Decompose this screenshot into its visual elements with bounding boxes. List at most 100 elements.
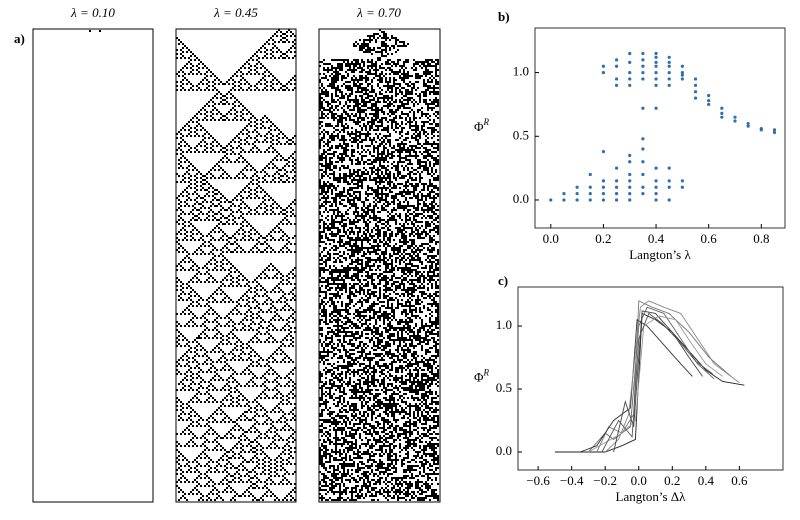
ca-cell [224,285,226,287]
ca-cell [182,311,184,313]
ca-cell [347,183,351,185]
ca-cell [389,73,391,75]
ca-cell [381,171,383,173]
ca-cell [228,485,230,487]
ca-cell [226,379,228,381]
ca-cell [186,199,188,201]
ca-cell [266,371,268,373]
ca-cell [212,117,214,119]
ca-cell [399,153,401,155]
ca-cell [391,277,393,279]
ca-cell [202,315,204,317]
ca-cell [248,405,250,407]
ca-cell [286,207,288,209]
ca-cell [240,297,242,299]
ca-cell [371,155,375,157]
ca-cell [343,83,345,85]
ca-cell [244,251,246,253]
ca-cell [294,419,296,421]
ca-cell [284,217,286,219]
ca-cell [180,333,182,335]
ca-cell [184,413,186,415]
ca-cell [292,141,294,143]
ca-cell [343,151,347,153]
ca-cell [359,281,361,283]
ca-cell [180,489,182,491]
ca-cell [397,183,403,185]
ca-cell [272,481,274,483]
ca-cell [236,385,238,387]
ca-cell [250,229,252,231]
ca-cell [230,311,232,313]
ca-cell [419,65,421,67]
ca-cell [270,231,272,233]
ca-cell [184,73,186,75]
ca-cell [405,165,407,167]
ca-cell [323,195,325,197]
ca-cell [250,411,252,413]
ca-cell [325,217,327,219]
ca-cell [256,445,258,447]
ca-cell [391,147,395,149]
ca-cell [264,485,266,487]
ca-cell [196,273,198,275]
ca-cell [254,65,256,67]
ca-cell [258,89,260,91]
ca-cell [385,73,387,75]
ca-cell [385,91,387,93]
ca-cell [319,127,321,129]
ca-cell [182,71,184,73]
ca-cell [256,461,258,463]
ca-cell [325,123,331,125]
ca-cell [274,311,276,313]
ca-cell [212,365,214,367]
ca-cell [262,213,264,215]
ca-cell [192,209,194,211]
ca-cell [355,237,361,239]
ca-cell [325,303,327,305]
ca-cell [216,489,218,491]
ca-cell [256,187,258,189]
ca-cell [230,487,232,489]
ca-cell [425,115,427,117]
ca-cell [282,395,284,397]
ca-cell [234,453,236,455]
ca-cell [262,287,264,289]
ca-cell [409,279,421,281]
ca-cell [228,119,230,121]
ca-cell [256,317,258,319]
ca-cell [331,301,335,303]
ca-cell [276,393,278,395]
ca-cell [347,193,351,195]
ca-cell [240,353,242,355]
ca-cell [343,179,347,181]
ca-cell [292,57,294,59]
ca-cell [202,135,204,137]
ca-cell [294,295,296,297]
ca-cell [407,43,409,45]
ca-cell [212,211,214,213]
ca-cell [288,437,290,439]
ca-cell [242,229,244,231]
ca-cell [435,225,439,227]
ca-cell [429,161,431,163]
ca-cell [345,81,351,83]
ca-cell [206,201,208,203]
ca-cell [403,209,405,211]
ca-cell [268,75,270,77]
ca-cell [401,103,409,105]
ca-cell [258,359,260,361]
ca-cell [321,85,323,87]
ca-cell [246,81,248,83]
ca-cell [272,493,274,495]
ca-cell [427,211,429,213]
ca-cell [210,351,212,353]
ca-cell [375,111,379,113]
ca-cell [236,115,238,117]
ca-cell [254,233,256,235]
ca-cell [375,253,379,255]
ca-cell [395,287,401,289]
ca-cell [266,121,268,123]
ca-cell [266,327,268,329]
ca-cell [222,483,224,485]
